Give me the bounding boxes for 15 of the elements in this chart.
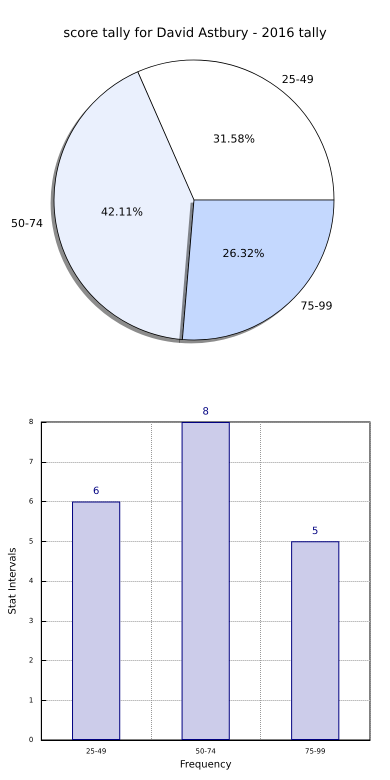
data-label: 6 <box>92 486 100 497</box>
bar <box>182 422 230 740</box>
bar <box>72 502 120 740</box>
y-axis-title: Stat Intervals <box>8 547 18 615</box>
slice-label: 50-74 <box>10 217 43 230</box>
data-label: 42.11% <box>101 206 143 219</box>
slice-label: 25-49 <box>282 72 314 86</box>
slice-label: 75-99 <box>300 299 332 312</box>
x-axis-title: Frequency <box>180 760 232 770</box>
data-label: 8 <box>202 406 209 418</box>
bar <box>291 541 340 740</box>
data-label: 5 <box>312 526 318 537</box>
chart-title: score tally for David Astbury - 2016 tally <box>63 26 327 41</box>
data-label: 26.32% <box>222 247 264 260</box>
data-label: 31.58% <box>212 132 255 146</box>
